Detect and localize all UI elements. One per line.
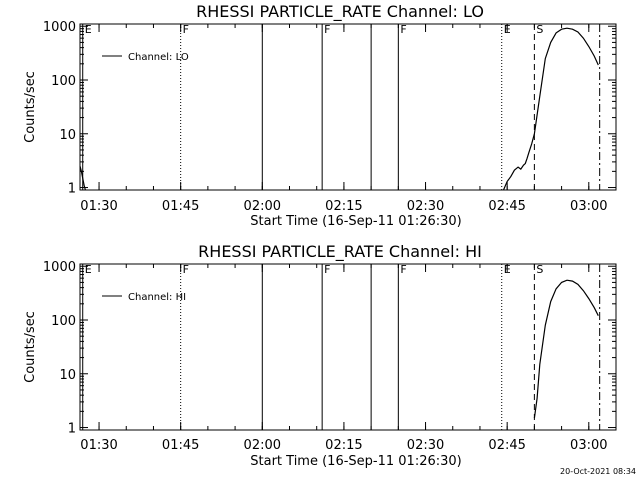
data-series-line bbox=[533, 279, 599, 419]
data-series-line bbox=[79, 165, 86, 191]
x-tick-label: 02:00 bbox=[244, 199, 281, 214]
y-tick-label: 1000 bbox=[43, 20, 76, 35]
panel-channel-lo: RHESSI PARTICLE_RATE Channel: LO 1 10 100 10… bbox=[23, 2, 617, 229]
y-tick-label: 1000 bbox=[43, 260, 76, 275]
x-tick-label: 02:30 bbox=[407, 438, 444, 453]
legend-label: Channel: LO bbox=[128, 52, 189, 63]
x-tick-label: 03:00 bbox=[570, 199, 607, 214]
x-tick-label: 03:00 bbox=[570, 438, 607, 453]
y-tick-label: 1 bbox=[68, 422, 76, 437]
chart-title: RHESSI PARTICLE_RATE Channel: LO bbox=[196, 2, 484, 22]
flag-marker-letter: F bbox=[183, 263, 189, 276]
flag-marker-letter: E bbox=[504, 263, 511, 276]
x-axis-label: Start Time (16-Sep-11 01:26:30) bbox=[250, 214, 461, 229]
y-tick-label: 100 bbox=[51, 74, 76, 89]
timestamp-label: 20-Oct-2021 08:34 bbox=[560, 467, 636, 476]
x-tick-label: 01:30 bbox=[80, 438, 117, 453]
chart-title: RHESSI PARTICLE_RATE Channel: HI bbox=[198, 242, 482, 262]
y-tick-label: 10 bbox=[59, 128, 76, 143]
x-tick-label: 02:15 bbox=[325, 199, 362, 214]
flag-marker-letter: S bbox=[536, 23, 543, 36]
flag-marker-letter: F bbox=[400, 23, 406, 36]
flag-marker-letter: S bbox=[536, 263, 543, 276]
x-axis-label: Start Time (16-Sep-11 01:26:30) bbox=[250, 454, 461, 469]
flag-marker-letter: E bbox=[85, 263, 92, 276]
x-tick-label: 02:30 bbox=[407, 199, 444, 214]
x-tick-label: 01:45 bbox=[162, 199, 199, 214]
flag-marker-letter: F bbox=[400, 263, 406, 276]
x-tick-label: 02:15 bbox=[325, 438, 362, 453]
x-tick-label: 02:00 bbox=[244, 438, 281, 453]
y-tick-label: 1 bbox=[68, 182, 76, 197]
x-tick-label: 02:45 bbox=[488, 199, 525, 214]
legend-label: Channel: HI bbox=[128, 292, 186, 303]
y-axis-label: Counts/sec bbox=[23, 71, 38, 143]
panel-channel-hi: RHESSI PARTICLE_RATE Channel: HI 1 10 100 10… bbox=[23, 242, 617, 469]
flag-marker-letter: E bbox=[85, 23, 92, 36]
x-tick-label: 01:30 bbox=[80, 199, 117, 214]
x-tick-label: 01:45 bbox=[162, 438, 199, 453]
plot-frame bbox=[79, 263, 617, 431]
flag-marker-letter: F bbox=[183, 23, 189, 36]
flag-marker-letter: F bbox=[324, 23, 330, 36]
y-axis-label: Counts/sec bbox=[23, 311, 38, 383]
y-tick-label: 10 bbox=[59, 368, 76, 383]
data-series-line bbox=[502, 27, 599, 191]
x-tick-label: 02:45 bbox=[488, 438, 525, 453]
y-tick-label: 100 bbox=[51, 314, 76, 329]
plot-frame bbox=[79, 23, 617, 191]
flag-marker-letter: E bbox=[504, 23, 511, 36]
flag-marker-letter: F bbox=[324, 263, 330, 276]
